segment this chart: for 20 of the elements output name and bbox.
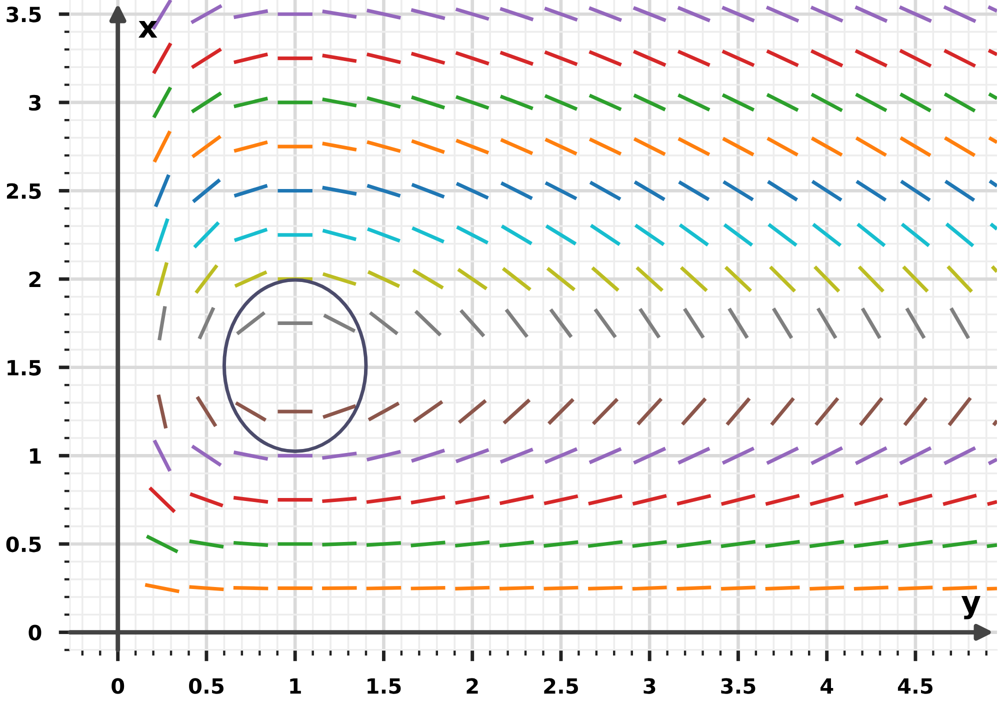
x-axis-title: y bbox=[961, 596, 980, 620]
y-tick-label: 1 bbox=[30, 448, 41, 464]
y-tick-label: 3.5 bbox=[6, 6, 41, 22]
x-tick-label: 3.5 bbox=[721, 678, 756, 694]
y-tick-label: 1.5 bbox=[8, 360, 41, 376]
x-tick-label: 0 bbox=[112, 678, 124, 694]
y-axis-title: x bbox=[138, 20, 158, 38]
y-tick-label: 3 bbox=[29, 94, 41, 111]
y-tick-label: 2.5 bbox=[6, 183, 41, 199]
y-tick-label: 0.5 bbox=[6, 536, 41, 552]
x-tick-label: 1.5 bbox=[368, 678, 401, 694]
x-tick-label: 4.5 bbox=[898, 678, 932, 694]
x-tick-label: 4 bbox=[820, 678, 834, 694]
x-tick-label: 2.5 bbox=[544, 678, 578, 694]
y-tick-label: 0 bbox=[28, 624, 42, 641]
x-tick-label: 2 bbox=[466, 678, 478, 694]
x-tick-label: 1 bbox=[290, 678, 301, 694]
x-tick-label: 3 bbox=[644, 678, 656, 694]
x-tick-label: 0.5 bbox=[189, 678, 224, 694]
y-tick-label: 2 bbox=[29, 272, 40, 287]
